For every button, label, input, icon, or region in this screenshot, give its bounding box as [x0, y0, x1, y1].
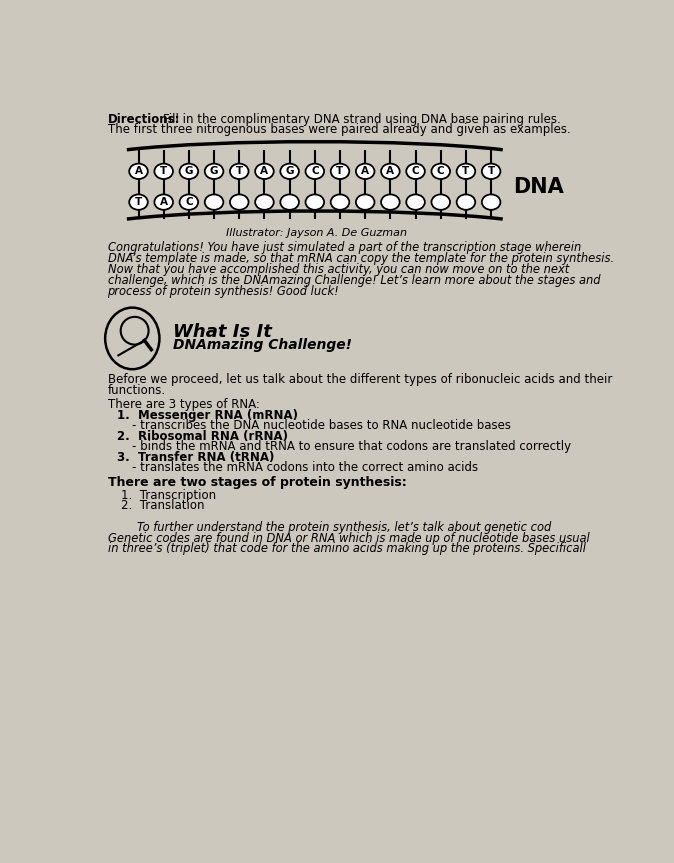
Text: A: A: [135, 167, 142, 176]
Text: 2.  Translation: 2. Translation: [121, 500, 205, 513]
Ellipse shape: [356, 194, 375, 210]
Text: C: C: [311, 167, 319, 176]
Text: G: G: [285, 167, 294, 176]
Ellipse shape: [482, 164, 500, 179]
Text: G: G: [210, 167, 218, 176]
Ellipse shape: [406, 164, 425, 179]
Text: T: T: [160, 167, 167, 176]
Text: G: G: [185, 167, 193, 176]
Ellipse shape: [129, 164, 148, 179]
Ellipse shape: [280, 194, 299, 210]
Text: - binds the mRNA and tRNA to ensure that codons are translated correctly: - binds the mRNA and tRNA to ensure that…: [117, 440, 571, 453]
Text: Before we proceed, let us talk about the different types of ribonucleic acids an: Before we proceed, let us talk about the…: [107, 373, 612, 386]
Text: Illustrator: Jayson A. De Guzman: Illustrator: Jayson A. De Guzman: [226, 229, 407, 238]
Text: What Is It: What Is It: [173, 323, 272, 341]
Ellipse shape: [179, 164, 198, 179]
Text: The first three nitrogenous bases were paired already and given as examples.: The first three nitrogenous bases were p…: [107, 123, 570, 135]
Text: T: T: [336, 167, 344, 176]
Text: DNA: DNA: [514, 177, 564, 197]
Ellipse shape: [406, 194, 425, 210]
Ellipse shape: [305, 194, 324, 210]
Ellipse shape: [331, 194, 349, 210]
Text: T: T: [487, 167, 495, 176]
Text: A: A: [260, 167, 268, 176]
Ellipse shape: [205, 164, 223, 179]
Text: in three’s (triplet) that code for the amino acids making up the proteins. Speci: in three’s (triplet) that code for the a…: [107, 543, 586, 556]
Text: 1.  Messenger RNA (mRNA): 1. Messenger RNA (mRNA): [117, 409, 298, 422]
Ellipse shape: [154, 164, 173, 179]
Ellipse shape: [457, 164, 475, 179]
Text: There are two stages of protein synthesis:: There are two stages of protein synthesi…: [107, 476, 406, 489]
Text: challenge, which is the DNAmazing Challenge! Let’s learn more about the stages a: challenge, which is the DNAmazing Challe…: [107, 274, 600, 287]
Ellipse shape: [431, 164, 450, 179]
Text: To further understand the protein synthesis, let’s talk about genetic cod: To further understand the protein synthe…: [107, 521, 551, 534]
Text: - transcribes the DNA nucleotide bases to RNA nucleotide bases: - transcribes the DNA nucleotide bases t…: [117, 419, 511, 432]
Ellipse shape: [280, 164, 299, 179]
Text: 2.  Ribosomal RNA (rRNA): 2. Ribosomal RNA (rRNA): [117, 430, 288, 443]
Text: T: T: [135, 197, 142, 207]
Ellipse shape: [356, 164, 375, 179]
Ellipse shape: [381, 194, 400, 210]
Text: C: C: [412, 167, 419, 176]
Text: C: C: [437, 167, 445, 176]
Text: 3.  Transfer RNA (tRNA): 3. Transfer RNA (tRNA): [117, 450, 274, 463]
Text: - translates the mRNA codons into the correct amino acids: - translates the mRNA codons into the co…: [117, 461, 478, 474]
Text: process of protein synthesis! Good luck!: process of protein synthesis! Good luck!: [107, 286, 339, 299]
Ellipse shape: [457, 194, 475, 210]
Text: DNAmazing Challenge!: DNAmazing Challenge!: [173, 338, 353, 352]
Ellipse shape: [179, 194, 198, 210]
Text: functions.: functions.: [107, 384, 166, 397]
Text: A: A: [361, 167, 369, 176]
Ellipse shape: [305, 164, 324, 179]
Text: There are 3 types of RNA:: There are 3 types of RNA:: [107, 398, 259, 411]
Text: Congratulations! You have just simulated a part of the transcription stage where: Congratulations! You have just simulated…: [107, 241, 581, 254]
Ellipse shape: [331, 164, 349, 179]
Text: Fill in the complimentary DNA strand using DNA base pairing rules.: Fill in the complimentary DNA strand usi…: [162, 113, 560, 126]
Ellipse shape: [129, 194, 148, 210]
Ellipse shape: [381, 164, 400, 179]
Ellipse shape: [255, 164, 274, 179]
Ellipse shape: [154, 194, 173, 210]
Ellipse shape: [230, 164, 249, 179]
Text: Directions:: Directions:: [107, 113, 180, 126]
Ellipse shape: [431, 194, 450, 210]
Ellipse shape: [255, 194, 274, 210]
Text: 1.  Transcription: 1. Transcription: [121, 488, 216, 501]
Text: Genetic codes are found in DNA or RNA which is made up of nucleotide bases usual: Genetic codes are found in DNA or RNA wh…: [107, 532, 589, 545]
Text: A: A: [386, 167, 394, 176]
Ellipse shape: [482, 194, 500, 210]
Text: T: T: [462, 167, 470, 176]
Ellipse shape: [205, 194, 223, 210]
Text: T: T: [236, 167, 243, 176]
Text: Now that you have accomplished this activity, you can now move on to the next: Now that you have accomplished this acti…: [107, 263, 569, 276]
Text: C: C: [185, 197, 193, 207]
Text: A: A: [160, 197, 168, 207]
Ellipse shape: [230, 194, 249, 210]
Text: DNA’s template is made, so that mRNA can copy the template for the protein synth: DNA’s template is made, so that mRNA can…: [107, 252, 613, 265]
